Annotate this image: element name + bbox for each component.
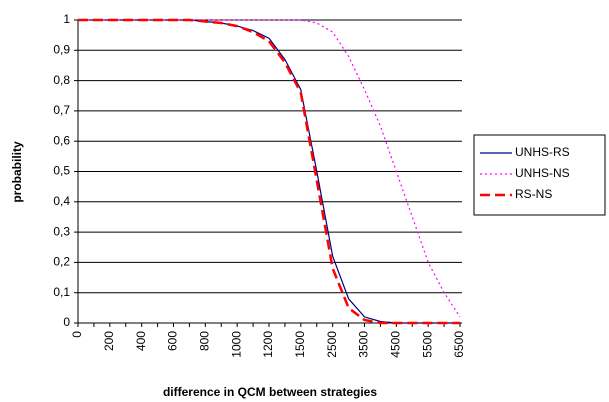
legend-label: UNHS-RS xyxy=(515,145,570,159)
legend-box xyxy=(473,134,606,216)
y-tick-label: 0,3 xyxy=(53,224,70,238)
x-tick-label: 800 xyxy=(198,331,212,351)
x-tick-label: 1500 xyxy=(293,331,307,358)
y-tick-label: 0,8 xyxy=(53,73,70,87)
x-tick-label: 3500 xyxy=(357,331,371,358)
y-tick-label: 0,7 xyxy=(53,103,70,117)
y-tick-label: 0,1 xyxy=(53,285,70,299)
x-tick-label: 600 xyxy=(166,331,180,351)
legend-label: UNHS-NS xyxy=(515,166,570,180)
x-tick-label: 4500 xyxy=(389,331,403,358)
x-tick-label: 6500 xyxy=(452,331,466,358)
y-tick-label: 0 xyxy=(63,315,70,329)
series-line xyxy=(78,19,461,318)
y-axis-title: probability xyxy=(10,141,24,203)
x-axis-title: difference in QCM between strategies xyxy=(163,385,377,399)
x-tick-label: 1200 xyxy=(261,331,275,358)
x-tick-label: 400 xyxy=(134,331,148,351)
y-tick-label: 0,5 xyxy=(53,164,70,178)
y-tick-label: 0,2 xyxy=(53,255,70,269)
legend-label: RS-NS xyxy=(515,187,552,201)
series-line xyxy=(78,18,460,325)
y-tick-label: 0,4 xyxy=(53,194,70,208)
x-tick-label: 1000 xyxy=(229,331,243,358)
x-tick-label: 200 xyxy=(102,331,116,351)
y-tick-label: 0,9 xyxy=(53,42,70,56)
x-tick-label: 0 xyxy=(70,331,84,338)
y-tick-label: 0,6 xyxy=(53,133,70,147)
x-tick-label: 5500 xyxy=(420,331,434,358)
x-tick-label: 2500 xyxy=(325,331,339,358)
y-tick-label: 1 xyxy=(63,12,70,26)
